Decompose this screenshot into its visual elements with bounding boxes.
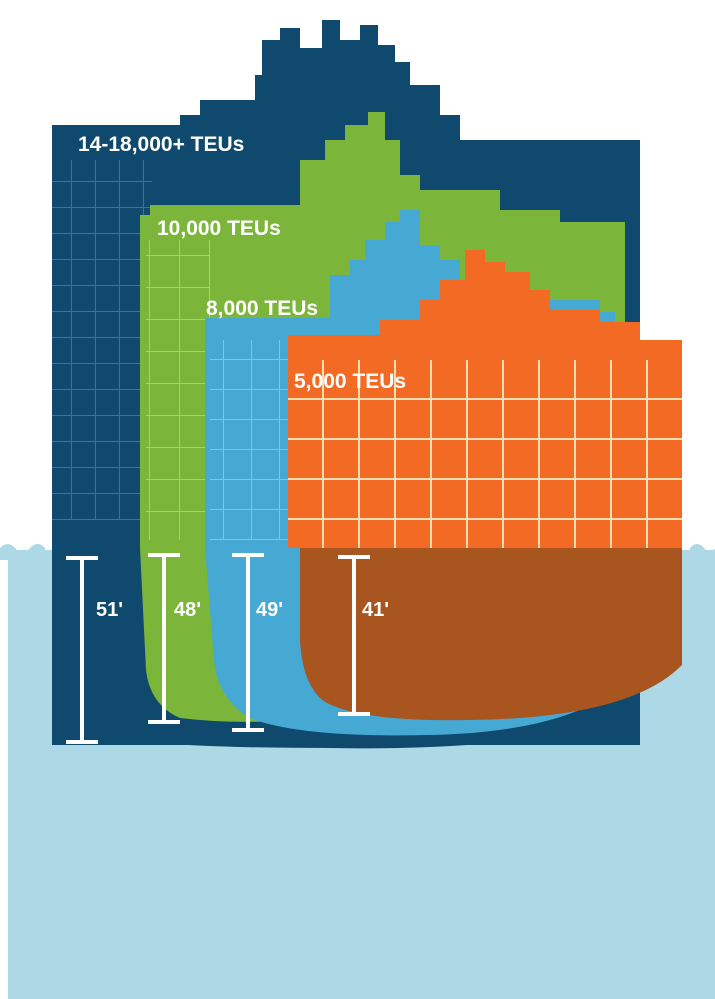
draft-label-49: 49' bbox=[256, 599, 283, 621]
ship-5000-teu bbox=[288, 250, 682, 721]
draft-marker-49 bbox=[232, 553, 264, 732]
label-14-18000-teu: 14-18,000+ TEUs bbox=[78, 133, 244, 156]
draft-marker-41 bbox=[338, 555, 370, 716]
draft-label-41: 41' bbox=[362, 599, 389, 621]
ship-5000-hull bbox=[300, 548, 682, 721]
ship-8000-container-grid bbox=[210, 340, 290, 540]
draft-marker-51 bbox=[66, 556, 98, 744]
ship-10000-container-grid bbox=[146, 240, 210, 540]
ship-5000-container-grid bbox=[288, 360, 682, 548]
label-5000-teu: 5,000 TEUs bbox=[294, 370, 406, 393]
label-8000-teu: 8,000 TEUs bbox=[206, 297, 318, 320]
label-10000-teu: 10,000 TEUs bbox=[157, 217, 281, 240]
draft-label-48: 48' bbox=[174, 599, 201, 621]
draft-marker-48 bbox=[148, 553, 180, 724]
draft-label-51: 51' bbox=[96, 599, 123, 621]
ship-14-18000-container-grid bbox=[52, 160, 152, 520]
